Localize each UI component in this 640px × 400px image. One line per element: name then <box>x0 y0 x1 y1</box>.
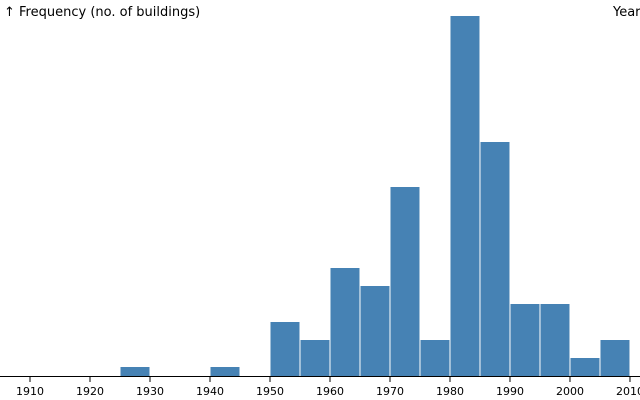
x-tick: 1950 <box>256 376 284 398</box>
bar <box>210 367 240 376</box>
x-tick-label: 1970 <box>376 385 404 398</box>
bar <box>360 286 390 376</box>
x-tick: 1940 <box>196 376 224 398</box>
x-tick-label: 1960 <box>316 385 344 398</box>
x-tick-label: 1940 <box>196 385 224 398</box>
x-tick-label: 1990 <box>496 385 524 398</box>
y-axis-label: ↑ Frequency (no. of buildings) <box>4 5 200 20</box>
x-tick-label: 1950 <box>256 385 284 398</box>
bar <box>330 268 360 376</box>
x-tick: 2000 <box>556 376 584 398</box>
x-tick-label: 1920 <box>76 385 104 398</box>
x-tick-label: 2000 <box>556 385 584 398</box>
bar <box>420 340 450 376</box>
x-tick-label: 1930 <box>136 385 164 398</box>
x-tick: 1930 <box>136 376 164 398</box>
bar <box>540 304 570 376</box>
x-tick: 1910 <box>16 376 44 398</box>
x-axis-label: Year <box>612 5 640 20</box>
bar <box>480 142 510 376</box>
x-tick: 1990 <box>496 376 524 398</box>
bar <box>270 322 300 376</box>
bar <box>300 340 330 376</box>
x-tick: 1980 <box>436 376 464 398</box>
bar <box>120 367 150 376</box>
x-tick: 1970 <box>376 376 404 398</box>
bar <box>390 187 420 376</box>
bar <box>570 358 600 376</box>
x-tick: 1920 <box>76 376 104 398</box>
x-tick-label: 2010 <box>616 385 640 398</box>
x-tick-label: 1980 <box>436 385 464 398</box>
bar <box>600 340 630 376</box>
x-tick-label: 1910 <box>16 385 44 398</box>
x-tick: 1960 <box>316 376 344 398</box>
bar <box>450 16 480 376</box>
x-tick: 2010 <box>616 376 640 398</box>
bar <box>510 304 540 376</box>
